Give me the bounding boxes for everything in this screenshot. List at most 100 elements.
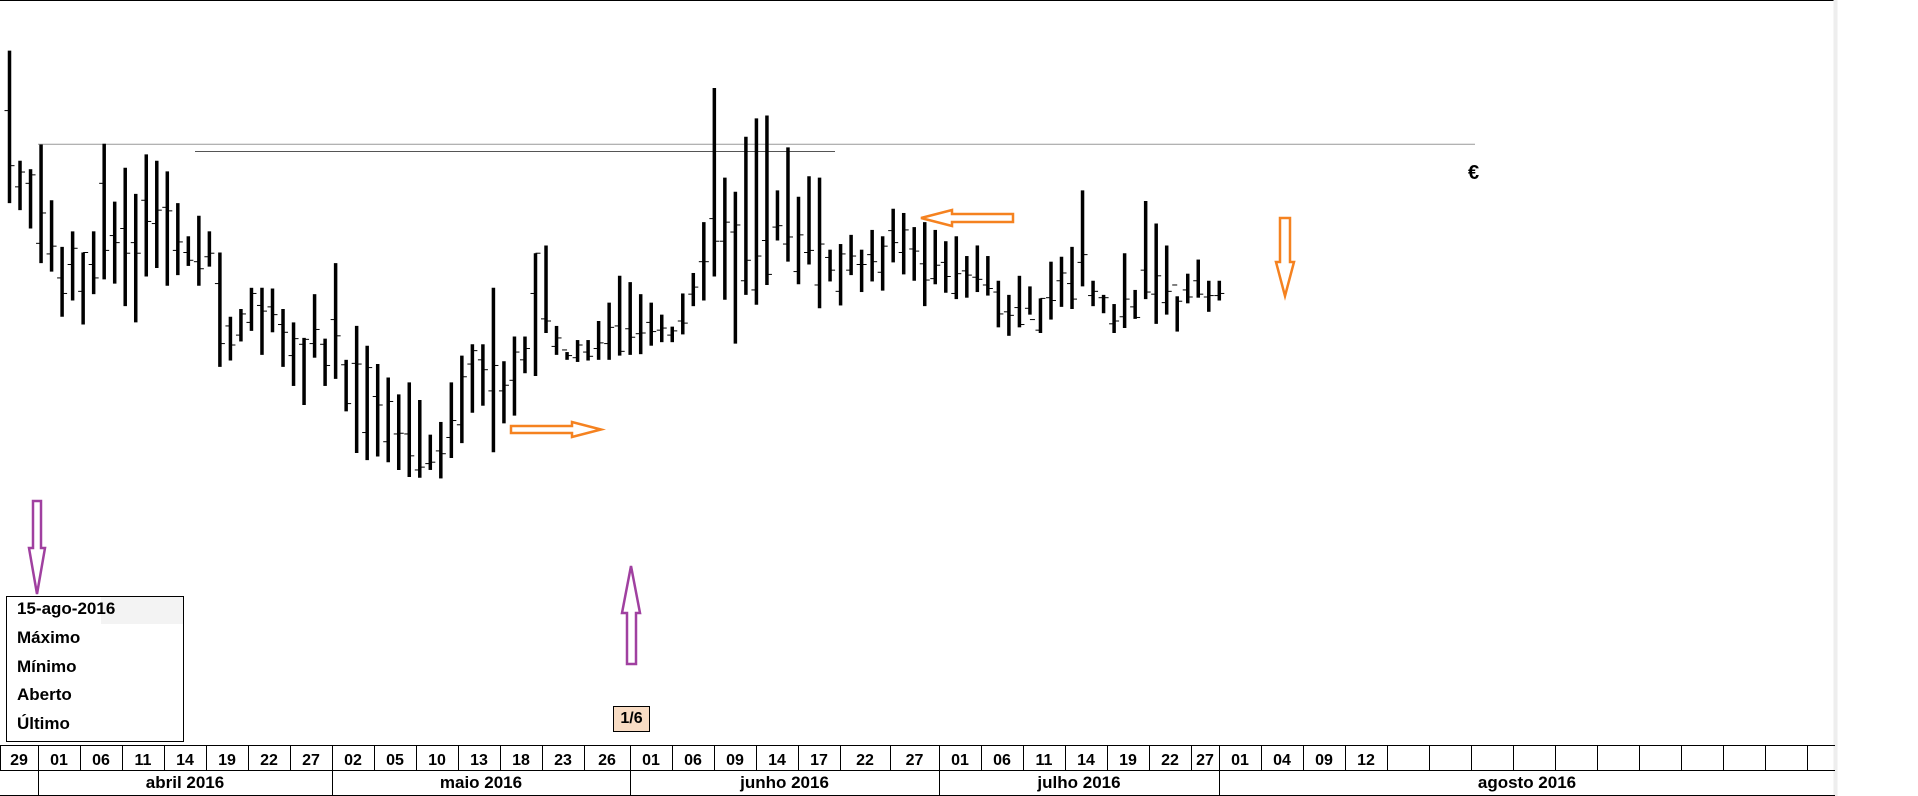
day-tick-label: 14: [768, 752, 786, 769]
ohlc-bar: [846, 234, 857, 276]
ohlc-bar: [698, 222, 709, 301]
day-tick-label: 11: [1035, 752, 1053, 769]
orange-arrow-right: [509, 420, 606, 439]
ohlc-bar: [393, 394, 404, 470]
ohlc-bar: [804, 176, 815, 265]
day-tick-label: 01: [50, 752, 68, 769]
ohlc-bar: [909, 227, 920, 281]
orange-arrow-left: [920, 208, 1015, 228]
ohlc-bar: [57, 246, 68, 317]
month-tick-label: maio 2016: [439, 773, 523, 792]
ohlc-bar: [183, 236, 194, 266]
day-tick-label: 22: [260, 752, 278, 769]
ohlc-bar: [1056, 256, 1067, 307]
ohlc-bar: [278, 308, 289, 367]
day-tick-label: 01: [1231, 752, 1249, 769]
day-tick-label: 10: [428, 752, 446, 769]
ohlc-bar: [267, 288, 278, 333]
ohlc-bar: [1119, 253, 1130, 329]
ohlc-bar: [1182, 273, 1193, 304]
info-last-label: Último: [17, 714, 70, 733]
ohlc-bar: [109, 201, 120, 284]
ohlc-bar: [541, 245, 552, 333]
ohlc-bar: [162, 171, 173, 286]
ohlc-bar: [488, 287, 499, 453]
ohlc-bar: [677, 293, 688, 335]
info-panel-value-bar: [101, 597, 183, 624]
day-tick-label: 09: [726, 752, 744, 769]
month-tick-label: agosto 2016: [1477, 773, 1577, 792]
day-tick-label: 01: [951, 752, 969, 769]
ohlc-bar: [656, 314, 667, 343]
day-tick-label: 27: [1196, 752, 1214, 769]
ohlc-bar: [888, 208, 899, 263]
ohlc-bar: [509, 336, 520, 416]
day-tick-label: 06: [92, 752, 110, 769]
ohlc-bar: [172, 203, 183, 276]
ohlc-bar: [1214, 280, 1225, 301]
ohlc-bar: [383, 377, 394, 463]
day-tick-label: 14: [1077, 752, 1095, 769]
ohlc-bar: [572, 340, 583, 362]
ohlc-bar: [982, 256, 993, 296]
day-tick-label: 06: [684, 752, 702, 769]
ohlc-bar: [435, 421, 446, 479]
ohlc-bar: [814, 177, 825, 309]
ohlc-bar: [88, 231, 99, 295]
ohlc-bar: [951, 236, 962, 300]
ohlc-bar: [919, 222, 930, 307]
day-tick-label: 06: [993, 752, 1011, 769]
ohlc-bar: [1203, 280, 1214, 312]
ohlc-bar: [425, 434, 436, 470]
info-max-label: Máximo: [17, 628, 81, 647]
ohlc-bar: [635, 294, 646, 355]
day-tick-label: 13: [470, 752, 488, 769]
period-badge[interactable]: 1/6: [613, 706, 650, 732]
day-tick-label: 01: [642, 752, 660, 769]
info-open-label: Aberto: [17, 685, 72, 704]
ohlc-bar: [972, 245, 983, 293]
ohlc-bar: [1193, 259, 1204, 298]
ohlc-bar: [1088, 280, 1099, 307]
ohlc-bar: [1161, 245, 1172, 315]
ohlc-bar: [467, 344, 478, 413]
day-tick-label: 23: [554, 752, 572, 769]
ohlc-bar: [667, 326, 678, 343]
ohlc-bar: [15, 160, 26, 211]
day-tick-label: 27: [905, 752, 924, 769]
ohlc-bar: [562, 349, 573, 360]
ohlc-bar: [414, 400, 425, 478]
ohlc-bar: [214, 252, 225, 367]
ohlc-bar: [151, 160, 162, 269]
ohlc-bar: [204, 231, 215, 267]
day-tick-label: 11: [134, 752, 152, 769]
ohlc-bar: [940, 241, 951, 293]
ohlc-bar: [330, 263, 341, 379]
ohlc-bar: [256, 287, 267, 355]
ohlc-bar: [1077, 190, 1088, 287]
ohlc-bar: [1035, 297, 1046, 333]
ohlc-bar: [362, 345, 373, 461]
day-tick-label: 19: [1119, 752, 1137, 769]
day-tick-label: 22: [1161, 752, 1179, 769]
ohlc-bar: [1003, 294, 1014, 336]
ohlc-bar: [761, 115, 772, 285]
ohlc-bar: [793, 196, 804, 285]
ohlc-bar: [246, 287, 257, 331]
ohlc-bar: [751, 118, 762, 305]
ohlc-bar: [477, 344, 488, 406]
day-tick-label: 09: [1315, 752, 1333, 769]
ohlc-bar: [120, 167, 131, 307]
ohlc-bar: [782, 147, 793, 262]
ohlc-bar: [36, 144, 47, 264]
ohlc-bar: [551, 325, 562, 355]
info-date: 15-ago-2016: [17, 599, 116, 618]
ohlc-bar: [1014, 275, 1025, 328]
ohlc-bar: [867, 229, 878, 282]
ohlc-bar: [1067, 246, 1078, 309]
ohlc-bar: [372, 364, 383, 457]
ohlc-bar: [825, 249, 836, 282]
ohlc-bar: [78, 252, 89, 325]
day-tick-label: 19: [218, 752, 236, 769]
